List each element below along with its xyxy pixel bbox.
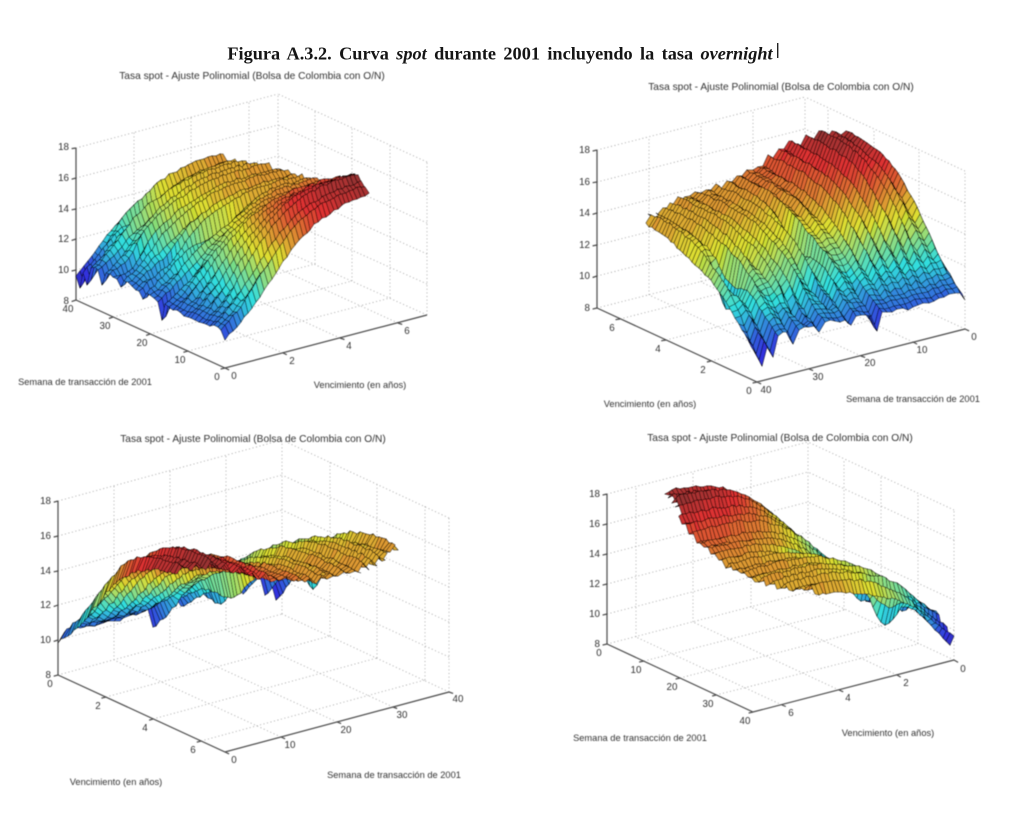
svg-text:30: 30 xyxy=(703,699,714,710)
svg-text:10: 10 xyxy=(40,635,51,646)
svg-text:Vencimiento (en años): Vencimiento (en años) xyxy=(70,777,163,787)
svg-text:12: 12 xyxy=(589,579,600,590)
svg-text:14: 14 xyxy=(40,566,51,577)
svg-text:20: 20 xyxy=(667,682,678,693)
svg-text:16: 16 xyxy=(40,531,51,542)
svg-text:18: 18 xyxy=(589,489,600,500)
svg-text:2: 2 xyxy=(903,678,908,689)
svg-text:18: 18 xyxy=(579,145,590,156)
svg-text:6: 6 xyxy=(190,745,196,756)
svg-text:0: 0 xyxy=(960,664,966,675)
svg-text:0: 0 xyxy=(231,755,237,766)
svg-text:18: 18 xyxy=(40,496,51,507)
svg-text:8: 8 xyxy=(595,639,601,650)
svg-text:10: 10 xyxy=(58,265,69,276)
svg-text:4: 4 xyxy=(655,344,661,355)
svg-text:2: 2 xyxy=(95,701,100,712)
svg-text:0: 0 xyxy=(746,386,752,397)
svg-text:Semana de transacción de 2001: Semana de transacción de 2001 xyxy=(573,733,707,743)
svg-text:10: 10 xyxy=(285,740,296,751)
svg-text:8: 8 xyxy=(585,303,591,314)
svg-text:0: 0 xyxy=(47,679,53,690)
svg-text:10: 10 xyxy=(917,345,928,356)
svg-text:16: 16 xyxy=(58,173,69,184)
svg-text:20: 20 xyxy=(137,338,148,349)
svg-text:6: 6 xyxy=(404,326,410,337)
svg-text:Vencimiento (en años): Vencimiento (en años) xyxy=(842,728,935,738)
svg-text:40: 40 xyxy=(63,304,74,315)
svg-text:Tasa spot - Ajuste Polinomial: Tasa spot - Ajuste Polinomial (Bolsa de … xyxy=(647,433,913,444)
svg-text:Tasa spot - Ajuste Polinomial: Tasa spot - Ajuste Polinomial (Bolsa de … xyxy=(120,434,386,445)
svg-text:10: 10 xyxy=(589,609,600,620)
svg-text:10: 10 xyxy=(579,271,590,282)
svg-text:12: 12 xyxy=(40,600,51,611)
svg-text:14: 14 xyxy=(579,208,590,219)
svg-text:2: 2 xyxy=(289,356,294,367)
svg-text:Vencimiento (en años): Vencimiento (en años) xyxy=(604,399,697,409)
svg-text:0: 0 xyxy=(214,372,220,383)
svg-text:16: 16 xyxy=(589,519,600,530)
svg-text:0: 0 xyxy=(596,648,602,659)
svg-text:10: 10 xyxy=(631,665,642,676)
svg-text:30: 30 xyxy=(813,372,824,383)
svg-text:40: 40 xyxy=(761,385,772,396)
svg-text:8: 8 xyxy=(46,670,52,681)
svg-text:4: 4 xyxy=(142,723,148,734)
svg-text:Figura A.3.2. Curva spot duran: Figura A.3.2. Curva spot durante 2001 in… xyxy=(227,44,773,64)
svg-text:40: 40 xyxy=(453,694,464,705)
svg-text:16: 16 xyxy=(579,177,590,188)
svg-text:14: 14 xyxy=(589,549,600,560)
svg-text:20: 20 xyxy=(865,358,876,369)
svg-text:8: 8 xyxy=(64,296,70,307)
svg-text:Tasa spot - Ajuste Polinomial: Tasa spot - Ajuste Polinomial (Bolsa de … xyxy=(648,82,914,93)
svg-text:Semana de transacción de 2001: Semana de transacción de 2001 xyxy=(327,770,461,780)
svg-text:Vencimiento (en años): Vencimiento (en años) xyxy=(314,380,407,390)
svg-text:18: 18 xyxy=(58,142,69,153)
svg-text:12: 12 xyxy=(579,240,590,251)
svg-text:10: 10 xyxy=(175,355,186,366)
svg-text:0: 0 xyxy=(231,371,237,382)
svg-text:14: 14 xyxy=(58,204,69,215)
svg-text:12: 12 xyxy=(58,234,69,245)
svg-text:6: 6 xyxy=(609,323,615,334)
svg-text:6: 6 xyxy=(788,708,794,719)
svg-text:0: 0 xyxy=(971,332,977,343)
svg-text:4: 4 xyxy=(346,341,352,352)
svg-text:Semana de transacción de 2001: Semana de transacción de 2001 xyxy=(846,394,980,404)
svg-text:2: 2 xyxy=(700,365,705,376)
svg-text:30: 30 xyxy=(100,321,111,332)
svg-text:4: 4 xyxy=(845,693,851,704)
svg-text:30: 30 xyxy=(397,710,408,721)
svg-text:20: 20 xyxy=(341,725,352,736)
svg-text:40: 40 xyxy=(740,716,751,727)
svg-text:Tasa spot - Ajuste Polinomial: Tasa spot - Ajuste Polinomial (Bolsa de … xyxy=(119,71,385,82)
svg-text:Semana de transacción de 2001: Semana de transacción de 2001 xyxy=(18,377,152,387)
